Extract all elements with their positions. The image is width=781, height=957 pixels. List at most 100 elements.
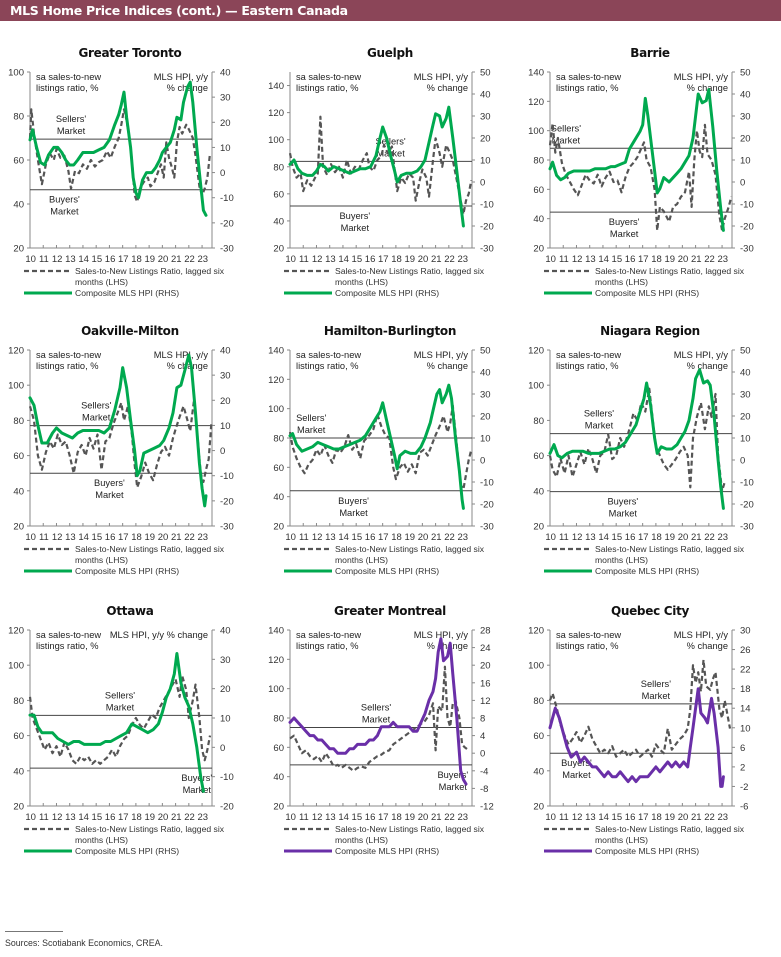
buyers-market-label: Buyers'	[94, 478, 125, 488]
x-tick-label: 17	[638, 812, 649, 823]
sellers-market-label: Market	[82, 413, 111, 423]
y-tick-label-right: 0	[220, 446, 225, 457]
y-tick-label-right: -30	[740, 244, 754, 255]
y-tick-label-left: 20	[13, 522, 24, 533]
y-tick-label-right: 22	[740, 665, 751, 676]
x-tick-label: 19	[405, 812, 416, 823]
legend-hpi-label: Composite MLS HPI (RHS)	[335, 288, 439, 298]
x-tick-label: 10	[545, 254, 556, 265]
x-tick-label: 17	[118, 532, 129, 543]
y-tick-label-left: 120	[268, 375, 284, 386]
lhs-axis-label: listings ratio, %	[36, 361, 99, 371]
y-tick-label-right: 30	[480, 112, 491, 123]
x-tick-label: 22	[184, 812, 195, 823]
legend-ratio-label: months (LHS)	[75, 835, 128, 845]
x-tick-label: 12	[572, 532, 583, 543]
y-tick-label-right: 30	[740, 390, 751, 401]
x-tick-label: 14	[338, 532, 349, 543]
y-tick-label-right: -10	[480, 200, 494, 211]
lhs-axis-label: listings ratio, %	[556, 361, 619, 371]
buyers-market-label: Market	[341, 223, 370, 233]
buyers-market-label: Buyers'	[607, 497, 638, 507]
x-tick-label: 16	[105, 812, 116, 823]
hpi-series-line	[548, 88, 725, 232]
x-tick-label: 10	[285, 812, 296, 823]
y-tick-label-right: -10	[220, 193, 234, 204]
y-tick-label-right: -20	[220, 496, 234, 507]
y-tick-label-right: -10	[740, 478, 754, 489]
y-tick-label-right: -10	[220, 471, 234, 482]
x-tick-label: 17	[118, 254, 129, 265]
sellers-market-label: Market	[106, 702, 135, 712]
y-tick-label-right: 10	[740, 434, 751, 445]
y-tick-label-right: -30	[480, 244, 494, 255]
y-tick-label-left: 20	[273, 802, 284, 813]
sellers-market-label: Market	[552, 135, 581, 145]
x-tick-label: 16	[625, 254, 636, 265]
x-tick-label: 23	[717, 532, 728, 543]
y-tick-label-right: 50	[480, 68, 491, 79]
y-tick-label-left: 40	[13, 486, 24, 497]
x-tick-label: 23	[457, 812, 468, 823]
y-tick-label-left: 20	[533, 522, 544, 533]
y-tick-label-right: 0	[740, 456, 745, 467]
x-tick-label: 21	[171, 812, 182, 823]
buyers-market-label: Buyers'	[437, 770, 468, 780]
x-tick-label: 19	[145, 254, 156, 265]
x-tick-label: 10	[545, 532, 556, 543]
buyers-market-label: Market	[609, 509, 638, 519]
y-tick-label-left: 60	[273, 743, 284, 754]
y-tick-label-right: -2	[740, 782, 748, 793]
y-tick-label-right: 30	[220, 93, 231, 104]
x-tick-label: 21	[691, 812, 702, 823]
x-tick-label: 19	[145, 532, 156, 543]
x-tick-label: 19	[665, 254, 676, 265]
chart-panel-niagara-region: Niagara Region 20 40 60 80 100 120 -30 -20 -10 0 10…	[520, 318, 780, 593]
x-tick-label: 19	[665, 812, 676, 823]
y-tick-label-left: 100	[268, 135, 284, 146]
buyers-market-label: Market	[95, 490, 124, 500]
x-tick-label: 21	[691, 532, 702, 543]
x-tick-label: 20	[158, 812, 169, 823]
chart-svg: Hamilton-Burlington20406080100120140-30-…	[268, 324, 494, 576]
legend-ratio-label: months (LHS)	[75, 277, 128, 287]
y-tick-label-left: 40	[533, 486, 544, 497]
y-tick-label-right: 0	[480, 178, 485, 189]
y-tick-label-left: 80	[273, 162, 284, 173]
x-tick-label: 18	[391, 254, 402, 265]
lhs-axis-label: sa sales-to-new	[296, 72, 361, 82]
legend-ratio-label: Sales-to-New Listings Ratio, lagged six	[335, 544, 485, 554]
y-tick-label-right: -12	[480, 802, 494, 813]
x-tick-label: 13	[325, 254, 336, 265]
x-tick-label: 23	[717, 254, 728, 265]
chart-panel-guelph: Guelph 20 40 60 80 100 120 140 -30 -20 -10 0 10 20 30 4…	[260, 40, 520, 315]
y-tick-label-left: 60	[273, 463, 284, 474]
x-tick-label: 16	[625, 812, 636, 823]
y-tick-label-right: 30	[220, 371, 231, 382]
x-tick-label: 20	[678, 812, 689, 823]
rhs-axis-label: MLS HPI, y/y	[414, 72, 469, 82]
chart-title: Guelph	[367, 46, 413, 60]
x-tick-label: 23	[197, 812, 208, 823]
legend-ratio-label: Sales-to-New Listings Ratio, lagged six	[75, 266, 225, 276]
buyers-market-label: Buyers'	[181, 773, 212, 783]
y-tick-label-right: -30	[220, 244, 234, 255]
x-tick-label: 11	[39, 254, 49, 265]
x-tick-label: 21	[431, 812, 442, 823]
y-tick-label-left: 140	[268, 346, 284, 357]
rhs-axis-label: MLS HPI, y/y % change	[110, 630, 208, 640]
buyers-market-label: Buyers'	[561, 758, 592, 768]
x-tick-label: 23	[457, 532, 468, 543]
lhs-axis-label: sa sales-to-new	[556, 630, 621, 640]
y-tick-label-right: -20	[480, 222, 494, 233]
y-tick-label-left: 100	[268, 684, 284, 695]
x-tick-label: 20	[418, 812, 429, 823]
legend-hpi-label: Composite MLS HPI (RHS)	[75, 846, 179, 856]
y-tick-label-left: 80	[533, 696, 544, 707]
x-tick-label: 22	[444, 532, 455, 543]
y-tick-label-left: 80	[13, 696, 24, 707]
y-tick-label-left: 80	[533, 416, 544, 427]
y-tick-label-right: 0	[480, 456, 485, 467]
y-tick-label-left: 100	[528, 381, 544, 392]
x-tick-label: 18	[651, 532, 662, 543]
